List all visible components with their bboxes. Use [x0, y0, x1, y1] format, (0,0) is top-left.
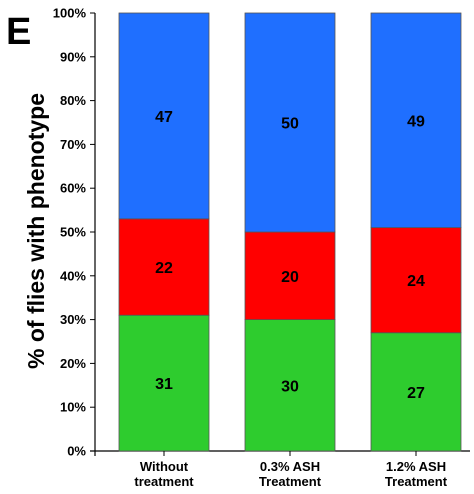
y-tick-label: 90% — [60, 49, 86, 64]
bar-segment — [244, 231, 336, 320]
x-tick-label: Treatment — [385, 474, 448, 489]
y-axis-label: % of flies with phenotype — [23, 93, 49, 369]
data-label: 49 — [407, 113, 425, 130]
data-label: 20 — [281, 269, 299, 286]
y-tick-label: 60% — [60, 181, 86, 196]
y-tick-label: 20% — [60, 356, 86, 371]
data-label: 30 — [281, 378, 299, 395]
x-tick-label: 1.2% ASH — [386, 459, 446, 474]
bar-segment — [370, 227, 462, 334]
data-label: 31 — [155, 376, 173, 393]
data-label: 22 — [155, 260, 173, 277]
bar-segment — [118, 12, 210, 220]
plot-area: 0% 10% 20% 30% 40% 50% 60% 70% 80% 90% 100% 31 22 47 W… — [53, 6, 470, 489]
y-tick-label: 70% — [60, 137, 86, 152]
y-tick-label: 50% — [60, 225, 86, 240]
x-tick-label: Without — [140, 459, 189, 474]
y-tick-label: 30% — [60, 312, 86, 327]
x-tick-label: 0.3% ASH — [260, 459, 320, 474]
bar-segment — [244, 12, 336, 233]
y-tick-label: 80% — [60, 93, 86, 108]
y-tick-label: 0% — [67, 444, 86, 459]
bar-segment — [118, 218, 210, 316]
y-tick-label: 10% — [60, 400, 86, 415]
y-tick-label: 40% — [60, 268, 86, 283]
bar-segment — [118, 314, 210, 452]
x-tick-label: treatment — [134, 474, 194, 489]
bar-segment — [244, 319, 336, 452]
data-label: 50 — [281, 116, 299, 133]
panel-label: E — [6, 11, 31, 53]
y-tick-label: 100% — [53, 6, 87, 21]
bar-segment — [370, 12, 462, 229]
data-label: 24 — [407, 273, 425, 290]
data-label: 47 — [155, 109, 173, 126]
data-label: 27 — [407, 385, 425, 402]
x-tick-label: Treatment — [259, 474, 322, 489]
